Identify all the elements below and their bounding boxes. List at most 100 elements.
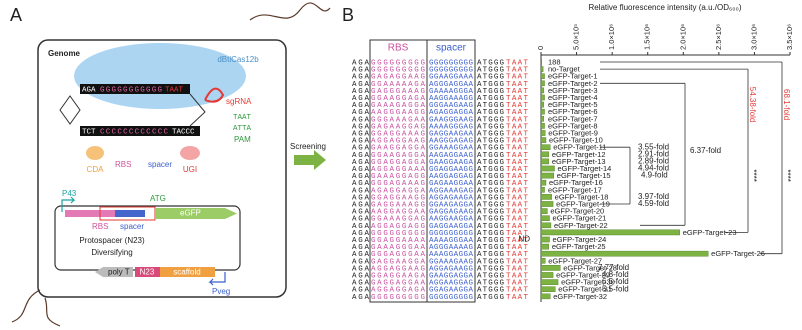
seq-spacer: GAAGGAAGA	[429, 159, 473, 167]
bar	[540, 73, 545, 79]
category-label: eGFP-Target-3	[548, 86, 598, 95]
seq-prefix: AGA	[352, 272, 369, 280]
annotation: 4.59-fold	[638, 199, 669, 208]
seq-prefix: AGA	[352, 130, 369, 138]
seq-suffix: ATGGG	[477, 74, 504, 82]
seq-rbs: AGAGGAGGA	[371, 187, 425, 195]
bar	[540, 201, 554, 207]
category-label: eGFP-Target-15	[557, 171, 611, 180]
seq-stop: TAAT	[506, 216, 528, 224]
seq-prefix: AGA	[352, 251, 369, 259]
x-tick-label: 3.5×10⁶	[785, 24, 794, 50]
annotation: 4.94-fold	[638, 164, 669, 173]
category-label: eGFP-Target-11	[553, 143, 606, 152]
category-label: eGFP-Target-1	[548, 72, 598, 81]
bar	[540, 229, 680, 236]
spacer-label: spacer	[120, 222, 144, 231]
seq-stop: TAAT	[506, 88, 528, 96]
scaffold-label: scaffold	[173, 268, 200, 277]
seq-prefix: AGA	[352, 194, 369, 202]
annotation: ****	[749, 169, 758, 181]
category-label: eGFP-Target-10	[549, 136, 603, 145]
polyt-label: poly T	[108, 268, 130, 277]
seq-spacer: GAGGAAGAA	[429, 130, 473, 138]
seq-suffix: ATGGG	[477, 138, 504, 146]
egfp-arrow	[155, 208, 237, 219]
seq-stop: TAAT	[506, 152, 528, 160]
seq-suffix: ATGGG	[477, 209, 504, 217]
category-label: eGFP-Target-14	[558, 164, 612, 173]
annotation: 68.1-fold	[782, 89, 791, 120]
seq-rbs: GAAGGAGGA	[371, 145, 425, 153]
seq-suffix: ATGGG	[477, 201, 504, 209]
seq-spacer: AAGGGAGAG	[429, 138, 473, 146]
seq-prefix: AGA	[352, 159, 369, 167]
seq-suffix: ATGGG	[477, 280, 504, 288]
category-label: eGFP-Target-9	[548, 128, 598, 137]
seq-stop: TAAT	[506, 173, 528, 181]
cda-label: CDA	[87, 165, 105, 174]
seq-rbs: AGGAGGAAA	[371, 166, 425, 174]
seq-suffix: ATGGG	[477, 109, 504, 117]
seq-spacer: GGGAAGAAG	[429, 102, 473, 110]
bar	[540, 172, 555, 179]
bar	[540, 243, 550, 250]
seq-rbs: GAAAGGAGG	[371, 173, 425, 181]
seq-suffix: ATGGG	[477, 237, 504, 245]
x-tick-label: 2.5×10⁶	[714, 24, 723, 50]
screening-label: Screening	[290, 142, 326, 151]
bar	[540, 272, 554, 278]
seq-prefix: AGA	[352, 116, 369, 124]
x-tick-label: 2.0×10⁶	[678, 24, 687, 50]
bar	[540, 59, 542, 65]
bar	[540, 137, 547, 143]
dna-bottom	[80, 126, 200, 136]
seq-suffix: ATGGG	[477, 258, 504, 266]
seq-prefix: AGA	[352, 123, 369, 131]
category-label: eGFP-Target-8	[548, 121, 598, 130]
annotation: 3.55-fold	[638, 142, 669, 151]
seq-suffix: ATGGG	[477, 159, 504, 167]
seq-stop: TAAT	[506, 67, 528, 75]
seq-text: CCCCCCCCCCCC	[100, 128, 168, 136]
seq-prefix: AGA	[352, 230, 369, 238]
seq-suffix: ATGGG	[477, 180, 504, 188]
seq-spacer: AAAGGAGGA	[429, 251, 473, 259]
dna-fork	[59, 93, 206, 127]
n23-label: N23	[140, 268, 155, 277]
wire	[249, 2, 331, 21]
rbs-header: RBS	[388, 43, 409, 54]
seq-spacer: AAGGAGGAG	[429, 173, 473, 181]
bar	[540, 123, 545, 129]
bar	[540, 215, 550, 222]
bar	[540, 66, 544, 72]
annotation: 4.8-fold	[602, 270, 629, 279]
seq-suffix: ATGGG	[477, 88, 504, 96]
category-label: eGFP-Target-18	[555, 192, 609, 201]
cda-shape	[86, 146, 104, 160]
category-label: eGFP-Target-30	[561, 278, 615, 287]
seq-stop: TAAT	[506, 130, 528, 138]
seq-rbs: AGGAGGAAG	[371, 138, 425, 146]
category-label: eGFP-Target-12	[552, 150, 606, 159]
seq-prefix: AGA	[352, 138, 369, 146]
annotation: 54.38-fold	[748, 87, 757, 123]
seq-rbs: GGAGGAAAA	[371, 237, 425, 245]
seq-spacer: GGAGAAGGA	[429, 287, 473, 295]
seq-stop: TAAT	[506, 95, 528, 103]
seq-suffix: ATGGG	[477, 102, 504, 110]
seq-text: TAAT	[165, 86, 184, 94]
seq-rbs: GGGGGGGGG	[371, 67, 425, 75]
seq-rbs: AGGAGGAGG	[371, 223, 425, 231]
seq-spacer: AGGAGAAGG	[429, 265, 473, 273]
bar	[540, 151, 550, 158]
seq-spacer: GGAAGGAAA	[429, 74, 473, 82]
seq-prefix: AGA	[352, 81, 369, 89]
pam-seq: TAAT	[233, 114, 252, 122]
category-label: eGFP-Target-21	[553, 214, 607, 223]
wire	[11, 289, 61, 327]
seq-prefix: AGA	[352, 237, 369, 245]
seq-suffix: ATGGG	[477, 130, 504, 138]
rbs-block	[65, 210, 115, 217]
seq-suffix: ATGGG	[477, 166, 504, 174]
